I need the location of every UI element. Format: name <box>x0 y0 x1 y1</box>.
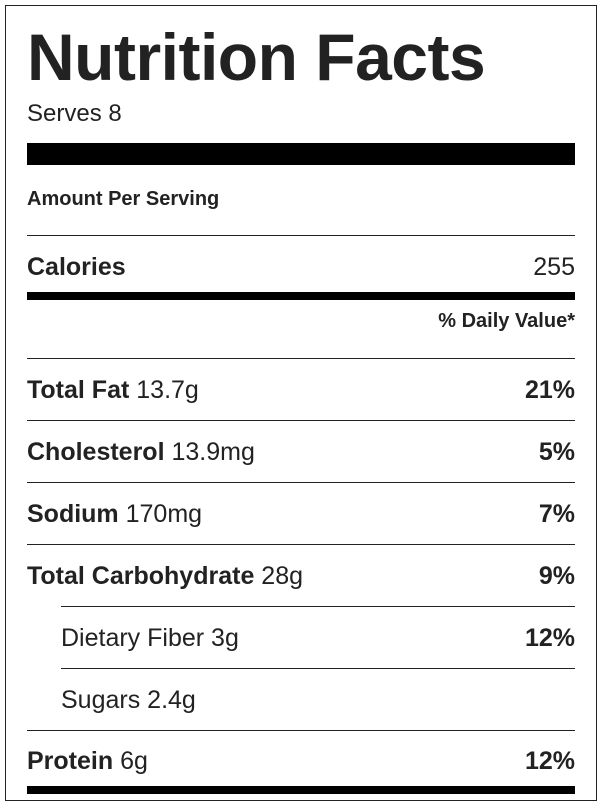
nutrient-amount: 2.4g <box>147 685 196 714</box>
nutrient-percent: 9% <box>538 561 575 590</box>
nutrient-amount: 6g <box>120 746 148 775</box>
nutrient-amount: 170mg <box>125 499 203 528</box>
calories-row: Calories 255 <box>27 237 575 297</box>
nutrient-name: Sodium <box>27 499 119 528</box>
nutrient-name: Sugars <box>61 685 141 714</box>
nutrient-row-total-fat: Total Fat 13.7g 21% <box>27 360 575 420</box>
nutrient-label: Sodium 170mg <box>27 499 203 528</box>
nutrient-row-sugars: Sugars 2.4g <box>61 670 575 730</box>
nutrient-percent: 12% <box>524 746 575 775</box>
nutrient-label: Dietary Fiber 3g <box>61 623 239 652</box>
nutrient-name: Dietary Fiber <box>61 623 205 652</box>
label-title: Nutrition Facts <box>27 20 486 94</box>
divider <box>27 420 575 421</box>
divider <box>27 730 575 731</box>
divider <box>61 668 575 669</box>
nutrient-row-total-carbohydrate: Total Carbohydrate 28g 9% <box>27 546 575 606</box>
nutrient-row-dietary-fiber: Dietary Fiber 3g 12% <box>61 608 575 668</box>
nutrient-row-cholesterol: Cholesterol 13.9mg 5% <box>27 422 575 482</box>
divider <box>27 482 575 483</box>
divider <box>27 544 575 545</box>
divider <box>61 606 575 607</box>
nutrient-row-protein: Protein 6g 12% <box>27 731 575 791</box>
nutrient-percent: 21% <box>524 375 575 404</box>
serving-count: Serves 8 <box>27 100 122 127</box>
nutrient-amount: 13.9mg <box>171 437 255 466</box>
nutrient-percent: 12% <box>524 623 575 652</box>
thick-divider <box>27 143 575 165</box>
nutrient-label: Protein 6g <box>27 746 148 775</box>
nutrient-amount: 3g <box>211 623 239 652</box>
nutrient-percent: 5% <box>538 437 575 466</box>
divider <box>27 358 575 359</box>
calories-value: 255 <box>533 252 575 281</box>
nutrition-label: Nutrition Facts Serves 8 Amount Per Serv… <box>5 5 597 801</box>
divider <box>27 235 575 236</box>
amount-per-serving: Amount Per Serving <box>27 188 220 210</box>
nutrient-label: Cholesterol 13.9mg <box>27 437 255 466</box>
nutrient-label: Total Fat 13.7g <box>27 375 199 404</box>
nutrient-name: Total Fat <box>27 375 130 404</box>
nutrient-name: Cholesterol <box>27 437 165 466</box>
daily-value-header: % Daily Value* <box>438 310 575 332</box>
thick-divider <box>27 292 575 300</box>
calories-label: Calories <box>27 252 126 281</box>
nutrient-label: Total Carbohydrate 28g <box>27 561 304 590</box>
nutrient-name: Protein <box>27 746 114 775</box>
nutrient-label: Sugars 2.4g <box>61 685 196 714</box>
nutrient-amount: 28g <box>261 561 304 590</box>
nutrient-row-sodium: Sodium 170mg 7% <box>27 484 575 544</box>
nutrient-percent: 7% <box>538 499 575 528</box>
nutrient-name: Total Carbohydrate <box>27 561 255 590</box>
thick-divider <box>27 786 575 794</box>
nutrient-amount: 13.7g <box>136 375 199 404</box>
